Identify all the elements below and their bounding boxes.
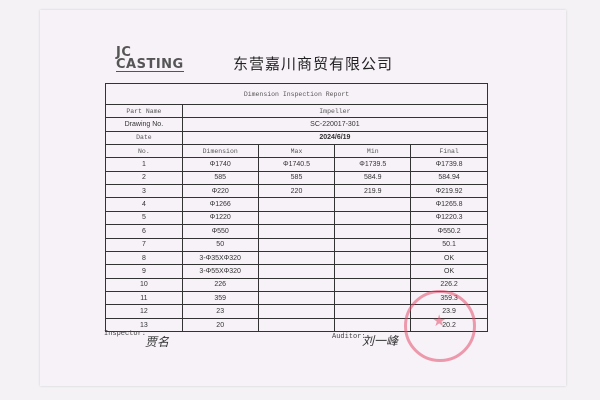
table-cell: 226	[181, 277, 259, 293]
table-cell: 226.2	[410, 277, 488, 293]
column-header: Dimension	[181, 143, 259, 159]
table-cell: 4	[105, 197, 183, 212]
column-header: Max	[257, 143, 336, 159]
table-cell: 5	[105, 210, 183, 226]
table-row: 9 3-Φ55XΦ320 OK	[105, 264, 488, 279]
table-cell: 50.1	[410, 237, 488, 252]
table-cell	[334, 317, 412, 333]
table-cell: 585	[181, 170, 259, 185]
inspector-label: Inspector:	[104, 330, 147, 338]
table-cell: 2	[105, 170, 183, 185]
table-cell	[334, 250, 412, 266]
table-row: 3 Φ220 220 219.9 Φ219.92	[105, 183, 488, 199]
table-row: 2 585 585 584.9 584.94	[105, 170, 488, 185]
table-cell: Φ550.2	[410, 224, 488, 239]
table-cell: Φ1265.8	[410, 197, 488, 212]
company-seal-stamp: ★	[404, 290, 476, 362]
table-cell: 7	[105, 237, 183, 252]
table-row: 6 Φ550 Φ550.2	[105, 224, 488, 239]
column-header: Min	[334, 143, 412, 159]
table-cell: 3	[105, 183, 183, 199]
table-cell	[257, 210, 336, 226]
table-cell: Φ1739.5	[334, 157, 412, 172]
table-row: 8 3-Φ35XΦ320 OK	[105, 250, 488, 266]
table-cell: 1	[105, 157, 183, 172]
table-cell	[334, 197, 412, 212]
table-cell: 6	[105, 224, 183, 239]
table-cell: Φ219.92	[410, 183, 488, 199]
table-cell: 12	[105, 304, 183, 319]
table-row: 10 226 226.2	[105, 277, 488, 293]
table-cell: 11	[105, 291, 183, 306]
company-logo: JC CASTING	[116, 45, 184, 72]
table-cell: 585	[257, 170, 336, 185]
table-row: 4 Φ1266 Φ1265.8	[105, 197, 488, 212]
auditor-signature: 刘一峰	[362, 334, 399, 348]
table-cell: OK	[410, 264, 488, 279]
table-cell	[334, 304, 412, 319]
table-cell: Φ1266	[181, 197, 259, 212]
table-cell	[257, 304, 336, 319]
table-cell: 9	[105, 264, 183, 279]
table-cell: 20	[181, 317, 259, 333]
table-cell	[257, 224, 336, 239]
table-cell	[334, 264, 412, 279]
table-cell	[257, 197, 336, 212]
drawing-value: SC-220017-301	[181, 117, 489, 132]
table-cell	[257, 237, 336, 252]
table-cell: 219.9	[334, 183, 412, 199]
table-cell	[334, 277, 412, 293]
table-cell: 10	[105, 277, 183, 293]
date-label: Date	[105, 130, 183, 145]
inspector-signature: 贾名	[145, 335, 170, 349]
table-cell	[334, 210, 412, 226]
table-cell	[334, 224, 412, 239]
table-cell: 50	[181, 237, 259, 252]
table-cell: 23	[181, 304, 259, 319]
table-cell: Φ550	[181, 224, 259, 239]
table-cell	[334, 237, 412, 252]
table-cell: 3-Φ35XΦ320	[181, 250, 259, 266]
date-value: 2024/6/19	[181, 130, 489, 145]
table-cell: OK	[410, 250, 488, 266]
table-row: 7 50 50.1	[105, 237, 488, 252]
drawing-label: Drawing No.	[105, 117, 183, 132]
table-cell: Φ1220	[181, 210, 259, 226]
table-cell: Φ1740	[181, 157, 259, 172]
table-cell: 8	[105, 250, 183, 266]
table-cell: 584.9	[334, 170, 412, 185]
table-cell	[257, 250, 336, 266]
table-cell	[257, 277, 336, 293]
table-cell	[257, 317, 336, 333]
column-header: Final	[410, 143, 488, 159]
table-cell: Φ1739.8	[410, 157, 488, 172]
part-name-label: Part Name	[105, 103, 183, 119]
table-cell	[334, 291, 412, 306]
table-cell: Φ1740.5	[257, 157, 336, 172]
table-cell: Φ220	[181, 183, 259, 199]
table-cell: 584.94	[410, 170, 488, 185]
column-header: No.	[105, 143, 183, 159]
table-cell	[257, 264, 336, 279]
table-row: 5 Φ1220 Φ1220.3	[105, 210, 488, 226]
table-cell: 3-Φ55XΦ320	[181, 264, 259, 279]
report-title: Dimension Inspection Report	[105, 83, 488, 105]
auditor-label: Auditor:	[332, 333, 366, 341]
table-row: 1 Φ1740 Φ1740.5 Φ1739.5 Φ1739.8	[105, 157, 488, 172]
table-cell	[257, 291, 336, 306]
star-icon: ★	[432, 313, 447, 330]
part-name-value: Impeller	[181, 103, 489, 119]
table-cell: 359	[181, 291, 259, 306]
table-cell: 13	[105, 317, 183, 333]
company-name: 东营嘉川商贸有限公司	[233, 55, 394, 73]
table-cell: Φ1220.3	[410, 210, 488, 226]
table-cell: 220	[257, 183, 336, 199]
